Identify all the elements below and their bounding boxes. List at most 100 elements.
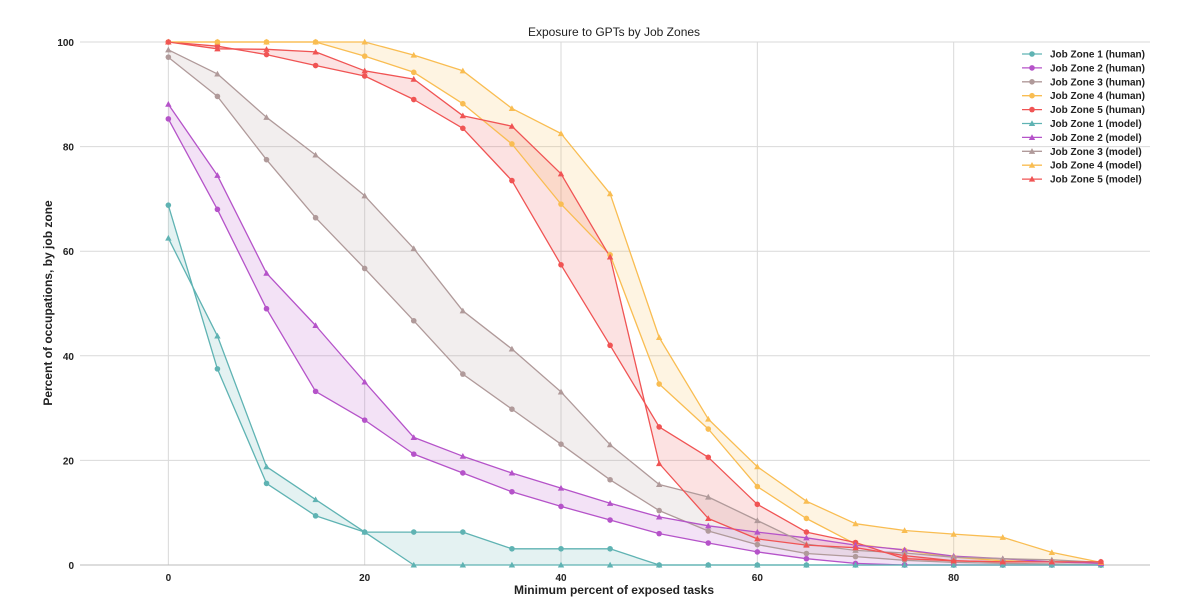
legend-label: Job Zone 1 (model) — [1050, 119, 1142, 130]
job-zone-2-model-point — [754, 528, 761, 535]
job-zone-1-human-point — [460, 529, 466, 535]
y-tick-label: 60 — [63, 247, 75, 258]
job-zone-1-model-point — [361, 528, 368, 535]
job-zone-2-human-point — [165, 116, 172, 122]
job-zone-5-model-point — [557, 170, 565, 177]
x-tick-label: 80 — [948, 573, 960, 584]
job-zone-5-model-point — [1048, 558, 1056, 565]
job-zone-1-model-point — [606, 561, 614, 568]
job-zone-4-model-point — [606, 190, 614, 197]
job-zone-5-model-point — [214, 45, 221, 52]
legend-entry: Job Zone 3 (model) — [1022, 147, 1142, 158]
tick-labels: 0 20 40 60 80 0 20 40 60 80 100 — [57, 38, 959, 584]
job-zone-2-human-point — [803, 555, 810, 562]
job-zone-5-human-point — [509, 177, 515, 184]
job-zone-5-model-point — [705, 515, 712, 522]
job-zone-3-human-point — [410, 317, 417, 324]
job-zone-3-human-point — [656, 507, 662, 514]
y-tick-label: 100 — [57, 38, 74, 49]
job-zone-1-model-point — [950, 561, 957, 568]
job-zone-4-model-point — [1048, 549, 1056, 556]
job-zone-1-model-point — [852, 561, 859, 568]
job-zone-5-model-point — [508, 123, 516, 129]
job-zone-5-human-point — [705, 454, 712, 461]
job-zone-2-model-point — [508, 469, 516, 476]
job-zone-5-model-point — [312, 48, 319, 55]
series-markers — [165, 38, 1105, 568]
job-zone-3-model-point — [705, 493, 712, 500]
chart-title: Exposure to GPTs by Job Zones — [528, 25, 700, 39]
job-zone-3-model-point — [361, 192, 368, 199]
job-zone-3-model-point — [312, 151, 319, 158]
job-zone-5-model-point — [263, 46, 270, 52]
job-zone-3-human-point — [705, 528, 712, 534]
job-zone-5-human-point — [460, 125, 466, 132]
job-zone-2-human-point — [361, 417, 368, 423]
job-zone-1-model-point — [705, 561, 712, 568]
job-zone-2-model-point — [655, 513, 663, 520]
job-zone-1-model-point — [410, 561, 417, 568]
job-zone-3-human-point — [263, 156, 270, 163]
job-zone-3-human-point — [558, 441, 564, 447]
y-tick-label: 0 — [68, 561, 74, 572]
legend-entry: Job Zone 5 (model) — [1022, 175, 1142, 186]
job-zone-2-model-point — [803, 534, 810, 541]
legend-label: Job Zone 3 (human) — [1050, 77, 1145, 88]
job-zone-1-model-point — [754, 561, 761, 568]
legend-swatch-marker — [1029, 106, 1035, 113]
job-zone-3-human-point — [754, 541, 761, 548]
job-zone-4-model-point — [508, 105, 516, 111]
job-zone-4-model-point — [312, 38, 319, 45]
job-zone-4-human-point — [509, 141, 515, 147]
job-zone-2-model-point — [263, 269, 270, 276]
legend-entry: Job Zone 4 (model) — [1022, 161, 1142, 172]
legend-swatch-marker — [1029, 79, 1035, 85]
job-zone-4-model-point — [754, 463, 761, 470]
legend-label: Job Zone 5 (model) — [1050, 175, 1142, 186]
job-zone-1-human-point — [165, 202, 172, 208]
job-zone-1-human-point — [558, 545, 564, 552]
job-zone-2-human-point — [656, 530, 662, 537]
job-zone-3-model-point — [557, 388, 565, 395]
job-zone-3-human-point — [214, 93, 221, 100]
x-tick-label: 0 — [166, 573, 172, 584]
legend-swatch-marker — [1029, 92, 1035, 99]
job-zone-5-model-point — [165, 38, 172, 45]
legend: Job Zone 1 (human) Job Zone 2 (human) Job … — [1022, 50, 1145, 186]
job-zone-4-model-point — [901, 527, 908, 534]
legend-label: Job Zone 4 (model) — [1050, 161, 1142, 172]
job-zone-5-model-point — [852, 544, 859, 551]
job-zone-4-human-point — [410, 69, 417, 76]
job-zone-2-human-point — [754, 549, 761, 555]
legend-entry: Job Zone 1 (model) — [1022, 119, 1142, 130]
x-tick-label: 60 — [752, 573, 764, 584]
job-zone-3-model-point — [754, 517, 761, 524]
job-zone-2-human-point — [312, 388, 319, 395]
job-zone-3-model-point — [950, 553, 957, 560]
job-zone-1-human-point — [410, 529, 417, 535]
job-zone-5-model-point — [901, 552, 908, 559]
job-zone-4-human-point — [705, 426, 712, 432]
job-zone-4-model-point — [950, 530, 957, 537]
job-zone-4-human-point — [656, 381, 662, 387]
job-zone-1-human-point — [263, 480, 270, 487]
job-zone-3-human-point — [361, 265, 368, 272]
job-zone-5-human-point — [410, 96, 417, 103]
job-zone-1-model-line — [167, 237, 1101, 566]
job-zone-1-model-point — [263, 463, 270, 470]
job-zone-1-model-point — [901, 561, 908, 568]
job-zone-1-human-point — [312, 513, 319, 519]
job-zone-1-model-point — [508, 561, 516, 568]
job-zone-2-human-point — [558, 503, 564, 510]
job-zone-5-model-point — [459, 112, 467, 119]
legend-entry: Job Zone 2 (model) — [1022, 133, 1142, 144]
job-zone-5-human-point — [754, 501, 761, 508]
job-zone-3-model-point — [410, 245, 417, 252]
x-tick-label: 20 — [359, 573, 371, 584]
job-zone-1-model-point — [1048, 561, 1056, 568]
job-zone-3-model-point — [214, 70, 221, 77]
legend-swatch-marker — [1029, 51, 1035, 57]
job-zone-1-model-point — [655, 561, 663, 568]
legend-entry: Job Zone 2 (human) — [1022, 63, 1145, 74]
job-zone-2-model-point — [165, 101, 172, 107]
